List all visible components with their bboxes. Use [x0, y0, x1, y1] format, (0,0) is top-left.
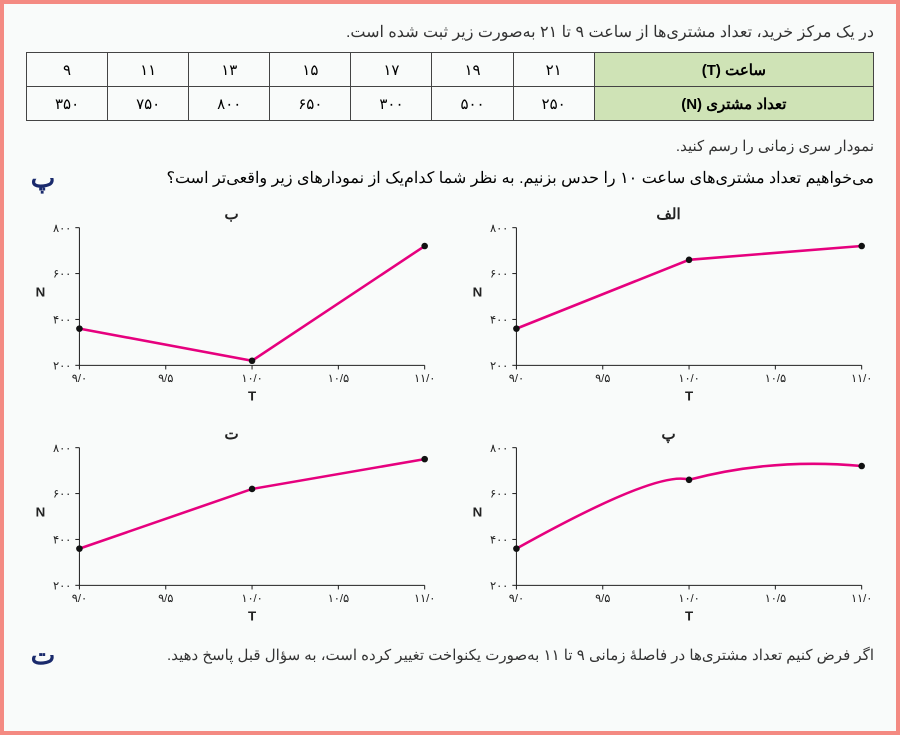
svg-text:۸۰۰: ۸۰۰	[53, 223, 71, 235]
svg-text:۱۱/۰: ۱۱/۰	[851, 373, 872, 385]
chart-te: ت ۲۰۰ ۴۰۰ ۶۰۰ ۸۰۰ ۹/۰ ۹/۵ ۱۰/۰ ۱۰/۵ ۱۱/۰ T N	[26, 423, 437, 629]
count-cell: ۵۰۰	[432, 87, 513, 121]
time-cell: ۱۱	[108, 53, 189, 87]
table-row-times: ساعت (T) ۲۱ ۱۹ ۱۷ ۱۵ ۱۳ ۱۱ ۹	[27, 53, 874, 87]
svg-text:۱۰/۵: ۱۰/۵	[765, 373, 786, 385]
bottom-text: اگر فرض کنیم تعداد مشتری‌ها در فاصلهٔ زم…	[70, 646, 874, 664]
count-cell: ۲۵۰	[513, 87, 594, 121]
svg-text:T: T	[685, 608, 693, 623]
svg-text:۴۰۰: ۴۰۰	[490, 315, 508, 327]
time-cell: ۹	[27, 53, 108, 87]
svg-text:۹/۰: ۹/۰	[509, 592, 524, 604]
svg-text:۶۰۰: ۶۰۰	[53, 269, 71, 281]
svg-text:۹/۵: ۹/۵	[158, 373, 173, 385]
svg-text:T: T	[248, 608, 256, 623]
svg-text:۱۰/۰: ۱۰/۰	[678, 373, 699, 385]
chart-svg: ۲۰۰ ۴۰۰ ۶۰۰ ۸۰۰ ۹/۰ ۹/۵ ۱۰/۰ ۱۰/۵ ۱۱/۰ T N	[26, 423, 437, 629]
svg-text:۲۰۰: ۲۰۰	[53, 580, 71, 592]
svg-text:N: N	[36, 504, 46, 519]
time-cell: ۱۷	[351, 53, 432, 87]
bottom-question: ت اگر فرض کنیم تعداد مشتری‌ها در فاصلهٔ …	[26, 638, 874, 672]
header-count: تعداد مشتری (N)	[594, 87, 873, 121]
svg-text:۹/۵: ۹/۵	[595, 373, 610, 385]
svg-text:۱۰/۵: ۱۰/۵	[328, 592, 349, 604]
svg-text:۶۰۰: ۶۰۰	[53, 488, 71, 500]
chart-pe: پ ۲۰۰ ۴۰۰ ۶۰۰ ۸۰۰ ۹/۰ ۹/۵ ۱۰/۰ ۱۰/۵ ۱۱/۰ T N	[463, 423, 874, 629]
data-table: ساعت (T) ۲۱ ۱۹ ۱۷ ۱۵ ۱۳ ۱۱ ۹ تعداد مشتری…	[26, 52, 874, 121]
svg-text:۹/۵: ۹/۵	[158, 592, 173, 604]
chart-svg: ۲۰۰ ۴۰۰ ۶۰۰ ۸۰۰ ۹/۰ ۹/۵ ۱۰/۰ ۱۰/۵ ۱۱/۰ T N	[463, 423, 874, 629]
svg-text:۲۰۰: ۲۰۰	[490, 580, 508, 592]
svg-text:۸۰۰: ۸۰۰	[490, 223, 508, 235]
svg-text:۹/۰: ۹/۰	[72, 592, 87, 604]
count-cell: ۳۰۰	[351, 87, 432, 121]
svg-text:۸۰۰: ۸۰۰	[490, 442, 508, 454]
svg-text:N: N	[473, 285, 483, 300]
chart-be: ب ۲۰۰ ۴۰۰ ۶۰۰ ۸۰۰ ۹/۰ ۹/۵ ۱۰/۰ ۱۰/۵ ۱۱/۰ T N	[26, 203, 437, 409]
svg-text:۹/۰: ۹/۰	[72, 373, 87, 385]
svg-text:۱۰/۰: ۱۰/۰	[241, 592, 262, 604]
svg-text:۱۱/۰: ۱۱/۰	[414, 373, 435, 385]
chart-svg: ۲۰۰ ۴۰۰ ۶۰۰ ۸۰۰ ۹/۰ ۹/۵ ۱۰/۰ ۱۰/۵ ۱۱/۰ T N	[463, 203, 874, 409]
svg-text:۹/۵: ۹/۵	[595, 592, 610, 604]
charts-grid: ب ۲۰۰ ۴۰۰ ۶۰۰ ۸۰۰ ۹/۰ ۹/۵ ۱۰/۰ ۱۰/۵ ۱۱/۰ T N الف ۲۰۰ ۴…	[26, 203, 874, 628]
time-cell: ۱۳	[189, 53, 270, 87]
svg-text:N: N	[36, 285, 46, 300]
badge-peh-icon: پ	[26, 161, 60, 195]
chart-label: الف	[463, 205, 874, 223]
chart-label: پ	[463, 425, 874, 443]
count-cell: ۷۵۰	[108, 87, 189, 121]
time-cell: ۱۹	[432, 53, 513, 87]
chart-svg: ۲۰۰ ۴۰۰ ۶۰۰ ۸۰۰ ۹/۰ ۹/۵ ۱۰/۰ ۱۰/۵ ۱۱/۰ T N	[26, 203, 437, 409]
svg-text:۹/۰: ۹/۰	[509, 373, 524, 385]
chart-label: ب	[26, 205, 437, 223]
svg-text:۱۱/۰: ۱۱/۰	[414, 592, 435, 604]
svg-text:۱۰/۰: ۱۰/۰	[678, 592, 699, 604]
svg-text:۲۰۰: ۲۰۰	[490, 360, 508, 372]
svg-text:۸۰۰: ۸۰۰	[53, 442, 71, 454]
question-line: پ می‌خواهیم تعداد مشتری‌های ساعت ۱۰ را ح…	[26, 161, 874, 195]
badge-te-icon: ت	[26, 638, 60, 672]
svg-text:۴۰۰: ۴۰۰	[490, 534, 508, 546]
time-cell: ۲۱	[513, 53, 594, 87]
time-cell: ۱۵	[270, 53, 351, 87]
header-time: ساعت (T)	[594, 53, 873, 87]
count-cell: ۶۵۰	[270, 87, 351, 121]
count-cell: ۸۰۰	[189, 87, 270, 121]
svg-text:۴۰۰: ۴۰۰	[53, 315, 71, 327]
page: در یک مرکز خرید، تعداد مشتری‌ها از ساعت …	[0, 0, 900, 735]
question-text: می‌خواهیم تعداد مشتری‌های ساعت ۱۰ را حدس…	[68, 168, 874, 188]
svg-text:T: T	[248, 388, 256, 403]
instruction-1: نمودار سری زمانی را رسم کنید.	[26, 137, 874, 155]
svg-text:T: T	[685, 388, 693, 403]
intro-text: در یک مرکز خرید، تعداد مشتری‌ها از ساعت …	[26, 22, 874, 42]
svg-text:۴۰۰: ۴۰۰	[53, 534, 71, 546]
svg-text:۱۱/۰: ۱۱/۰	[851, 592, 872, 604]
svg-text:N: N	[473, 504, 483, 519]
svg-text:۶۰۰: ۶۰۰	[490, 269, 508, 281]
table-row-counts: تعداد مشتری (N) ۲۵۰ ۵۰۰ ۳۰۰ ۶۵۰ ۸۰۰ ۷۵۰ …	[27, 87, 874, 121]
svg-text:۱۰/۵: ۱۰/۵	[328, 373, 349, 385]
chart-label: ت	[26, 425, 437, 443]
count-cell: ۳۵۰	[27, 87, 108, 121]
svg-text:۲۰۰: ۲۰۰	[53, 360, 71, 372]
svg-text:۱۰/۰: ۱۰/۰	[241, 373, 262, 385]
svg-text:۱۰/۵: ۱۰/۵	[765, 592, 786, 604]
chart-alef: الف ۲۰۰ ۴۰۰ ۶۰۰ ۸۰۰ ۹/۰ ۹/۵ ۱۰/۰ ۱۰/۵ ۱۱/۰ T N	[463, 203, 874, 409]
svg-text:۶۰۰: ۶۰۰	[490, 488, 508, 500]
